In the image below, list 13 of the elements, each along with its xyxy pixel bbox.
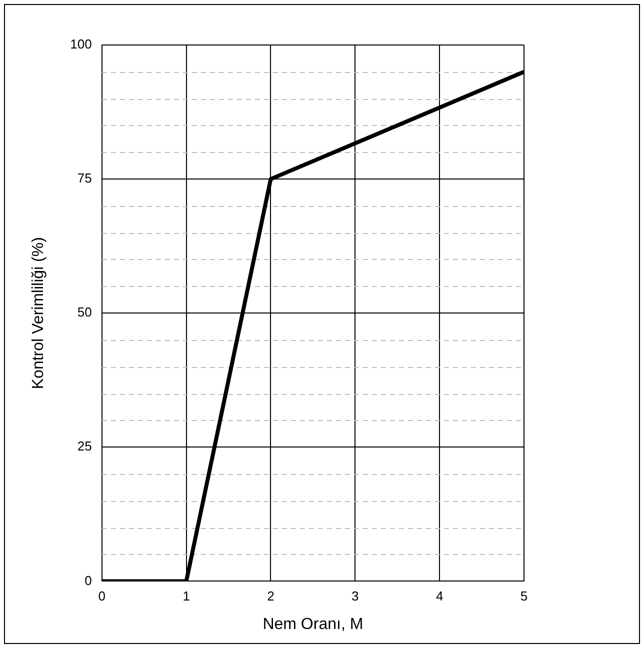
x-tick-label: 5 <box>520 588 528 604</box>
y-tick-label: 75 <box>77 170 92 186</box>
x-axis-title: Nem Oranı, M <box>262 616 364 633</box>
x-tick-label: 2 <box>267 588 274 604</box>
y-tick-label: 25 <box>77 438 92 454</box>
y-tick-label: 0 <box>84 572 92 588</box>
x-tick-label: 0 <box>98 588 106 604</box>
y-tick-label: 100 <box>70 36 92 52</box>
x-tick-label: 1 <box>182 588 190 604</box>
y-tick-label: 50 <box>77 304 92 320</box>
y-axis-title: Kontrol Verimliliği (%) <box>30 237 48 390</box>
x-tick-label: 4 <box>436 588 444 604</box>
x-tick-label: 3 <box>352 588 359 604</box>
